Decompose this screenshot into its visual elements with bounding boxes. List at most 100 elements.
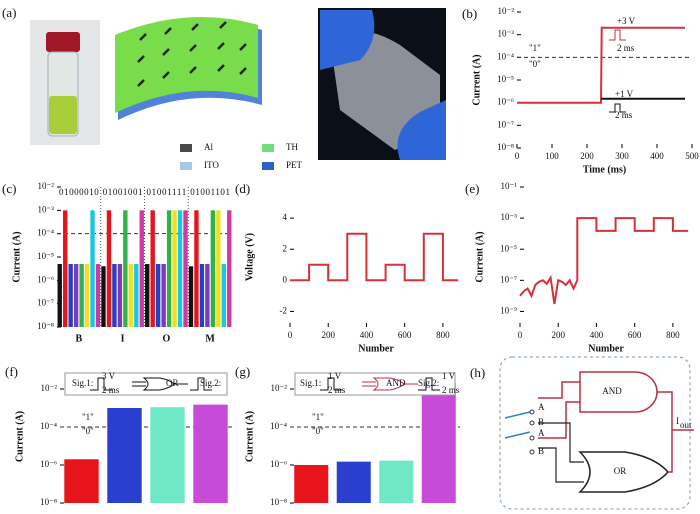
bar [194,210,199,327]
chart: (d) -2 0 2 4 0 200 400 600 800 Voltage (V) Number [235,181,459,354]
annotation: Sig.2: [418,378,439,388]
x-tick-label: 600 [398,330,412,340]
annotation: 1 V [442,371,456,381]
group-label: O [162,333,170,344]
pulse [90,377,112,391]
legend-swatch [180,144,192,152]
annotation: 3 V [102,371,116,381]
bar [63,210,68,327]
y-axis-label: Current (A) [471,54,482,105]
x-tick-label: 0 [518,330,523,340]
y-tick-label: 10⁻² [271,383,288,393]
annotation: 2 ms [102,385,120,395]
panel-h-art [499,356,694,510]
bar [210,210,216,327]
bit-label: 01000010 [59,187,99,197]
y-tick-label: 10⁻⁵ [497,74,514,84]
or-gate [578,451,669,493]
bar [139,210,144,327]
x-tick-label: 200 [321,330,335,340]
y-tick-label: 10⁻⁸ [40,497,57,507]
al-electrodes [137,21,247,87]
y-tick-label: 10⁻⁶ [40,459,57,469]
gate-symbol [132,377,188,391]
annotation: "0" [82,426,94,436]
group-label: B [76,333,83,344]
y-tick-label: 10⁻⁹ [500,306,517,316]
bar [57,264,62,327]
bar [221,264,226,327]
output-subscript: out [680,420,692,430]
y-axis-label: Voltage (V) [244,233,255,281]
x-axis-label: Number [358,343,394,354]
y-tick-label: 10⁻⁴ [270,421,287,431]
annotation: Sig.1: [300,378,321,388]
data-line [517,26,685,104]
panel-label: (a) [2,5,16,20]
legend-swatch [180,162,192,170]
annotation: Sig.2: [200,378,221,388]
y-tick-label: 10⁻⁶ [497,97,514,107]
bar [155,264,161,327]
gate-label: OR [614,466,627,476]
annotation: +3 V [617,16,636,26]
x-tick-label: 400 [650,151,664,161]
bar [106,210,112,327]
y-tick-label: 10⁻⁴ [497,51,514,61]
pulse [190,377,212,391]
annotation: 2 ms [328,385,346,395]
y-tick-label: 10⁻² [498,6,515,16]
y-tick-label: 10⁻¹ [501,181,518,191]
x-tick-label: 800 [436,330,450,340]
wire [538,422,584,463]
bar [421,383,456,503]
y-tick-label: -2 [280,306,288,316]
annotation: 2 ms [442,385,460,395]
y-tick-label: 10⁻⁸ [497,142,514,152]
pulse [418,377,440,391]
bar [128,264,134,327]
gate-label: AND [602,386,622,396]
x-tick-label: 600 [628,330,642,340]
panel-label: (b) [462,6,477,21]
bar [205,264,210,327]
annotation: AND [386,378,406,388]
y-tick-label: 10⁻³ [498,29,515,39]
bar [145,264,150,327]
glove [397,100,446,160]
bar [336,461,371,503]
bar [73,264,79,327]
and-gate [579,371,658,413]
bar [379,460,414,503]
panel-label: (h) [470,365,485,380]
y-tick-label: 0 [283,274,288,284]
bar [107,408,142,503]
x-tick-label: 300 [615,151,629,161]
bar [90,210,95,327]
y-tick-label: 10⁻³ [501,212,518,222]
y-tick-label: 10⁻⁶ [37,274,54,284]
panel-label: (g) [235,364,250,379]
y-tick-label: 10⁻⁴ [37,228,54,238]
annotation: "1" [312,412,324,422]
vial-liquid [49,96,77,134]
x-tick-label: 400 [360,330,374,340]
y-tick-label: 10⁻⁷ [37,298,54,308]
circuit-box [499,356,691,510]
x-tick-label: 200 [580,151,594,161]
bar [150,210,155,327]
bar [193,404,228,503]
panel-a-art [30,8,446,160]
annotation: +1 V [615,89,634,99]
legend-label: PET [286,160,303,170]
terminals [529,409,535,455]
annotation: 2 ms [617,43,635,53]
y-axis-label: Current (A) [14,411,25,462]
panel-label: (c) [2,181,16,196]
chart: (c) 10⁻⁸ 10⁻⁷ 10⁻⁶ 10⁻⁵ 10⁻⁴ 10⁻³ 10⁻² Current (… [2,181,232,344]
y-tick-label: 10⁻⁸ [37,321,54,331]
legend-label: ITO [204,160,219,170]
x-tick-label: 500 [685,151,699,161]
switch [504,411,531,439]
